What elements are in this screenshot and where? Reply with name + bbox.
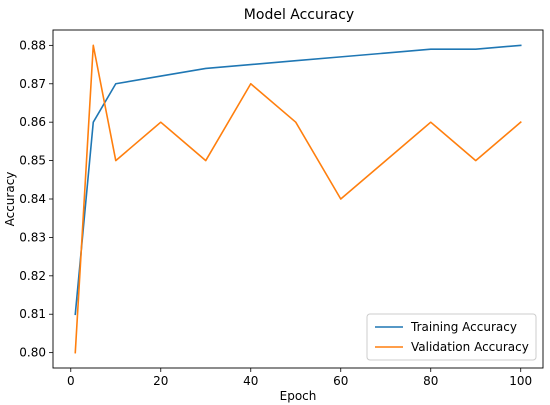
- legend-label-training: Training Accuracy: [410, 320, 517, 334]
- series-line-validation: [74, 44, 522, 354]
- y-axis-label: Accuracy: [3, 172, 17, 227]
- x-tick-label: 80: [423, 374, 438, 388]
- x-tick-label: 100: [509, 374, 532, 388]
- y-tick-label: 0.87: [19, 77, 46, 91]
- series-layer: [74, 44, 522, 354]
- y-tick-label: 0.85: [19, 154, 46, 168]
- x-axis: 0 20 40 60 80 100: [67, 368, 532, 388]
- x-tick-label: 40: [243, 374, 258, 388]
- series-line-training: [74, 44, 522, 316]
- y-tick-label: 0.86: [19, 115, 46, 129]
- y-tick-label: 0.80: [19, 346, 46, 360]
- y-tick-label: 0.84: [19, 192, 46, 206]
- y-tick-label: 0.83: [19, 230, 46, 244]
- chart-title: Model Accuracy: [244, 7, 354, 23]
- y-axis: 0.80 0.81 0.82 0.83 0.84 0.85 0.86 0.87 0.88: [19, 38, 53, 360]
- legend-label-validation: Validation Accuracy: [411, 340, 529, 354]
- y-tick-label: 0.88: [19, 38, 46, 52]
- legend-box: [366, 313, 537, 361]
- x-tick-label: 20: [153, 374, 168, 388]
- x-tick-label: 60: [333, 374, 348, 388]
- y-tick-label: 0.82: [19, 269, 46, 283]
- x-axis-label: Epoch: [280, 389, 317, 403]
- y-tick-label: 0.81: [19, 307, 46, 321]
- legend: Training Accuracy Validation Accuracy: [366, 313, 537, 361]
- x-tick-label: 0: [67, 374, 75, 388]
